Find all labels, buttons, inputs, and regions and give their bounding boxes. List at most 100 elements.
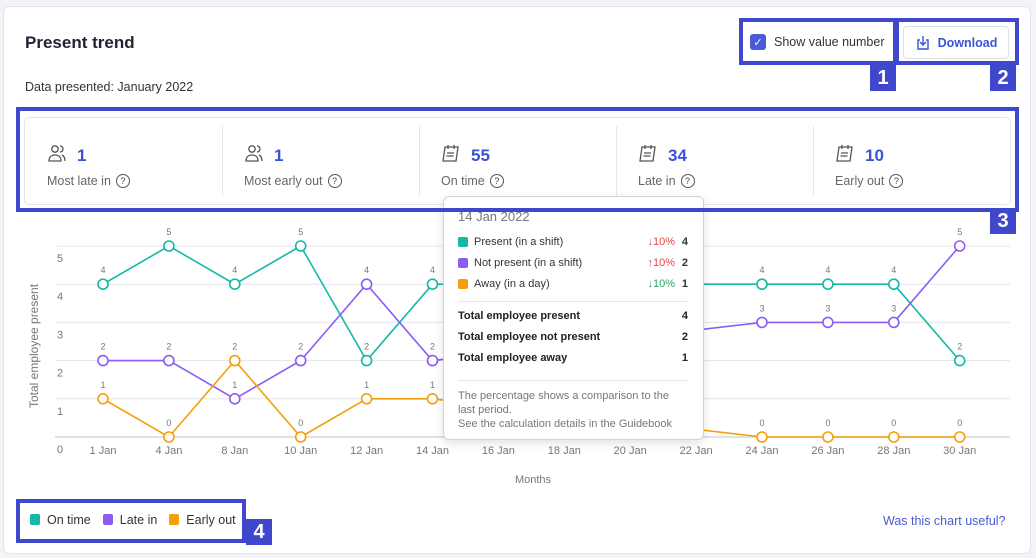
tooltip-row-change: ↓10% — [647, 277, 675, 290]
annotation-box-3 — [16, 107, 1019, 212]
series-line-early-out — [102, 359, 960, 439]
divider — [458, 301, 688, 302]
download-label: Download — [937, 35, 998, 50]
x-tick-label: 18 Jan — [548, 445, 581, 457]
y-tick-label: 3 — [57, 329, 63, 341]
tooltip-total-label: Total employee not present — [458, 331, 601, 343]
tooltip-row: Not present (in a shift) ↑10% 2 — [458, 252, 688, 273]
stat-label: Most early out — [244, 174, 323, 188]
data-point — [229, 392, 241, 405]
data-point — [756, 278, 768, 291]
legend-item[interactable]: Early out — [169, 513, 236, 527]
data-label: 1 — [430, 380, 435, 390]
page-title: Present trend — [25, 33, 135, 52]
stat-value: 34 — [668, 145, 687, 165]
help-icon[interactable]: ? — [889, 174, 904, 188]
x-tick-label: 28 Jan — [877, 445, 910, 457]
data-label: 2 — [100, 342, 105, 352]
data-point — [822, 431, 834, 443]
stat-value: 55 — [471, 145, 490, 165]
tooltip-row-label: Away (in a day) — [474, 277, 550, 290]
data-period: Data presented: January 2022 — [25, 80, 194, 94]
y-tick-label: 2 — [57, 368, 63, 380]
data-point — [360, 278, 373, 291]
data-point — [953, 354, 966, 367]
annotation-box-1 — [739, 18, 897, 65]
data-label: 0 — [759, 418, 764, 428]
data-point — [953, 431, 966, 443]
tooltip-row: Away (in a day) ↓10% 1 — [458, 273, 688, 294]
tooltip-total-value: 2 — [681, 331, 688, 343]
legend-label: Late in — [119, 513, 158, 527]
y-tick-label: 0 — [57, 444, 63, 456]
y-tick-label: 4 — [57, 291, 63, 303]
x-tick-label: 10 Jan — [284, 445, 317, 457]
annotation-label-2: 2 — [990, 65, 1016, 91]
chart-feedback-link[interactable]: Was this chart useful? — [883, 514, 1006, 528]
data-label: 0 — [298, 418, 303, 428]
users-icon — [244, 143, 264, 168]
help-icon[interactable]: ? — [680, 174, 695, 188]
download-button[interactable]: Download — [903, 26, 1009, 59]
legend-item[interactable]: Late in — [102, 513, 158, 527]
series-swatch — [458, 236, 468, 247]
legend-item[interactable]: On time — [30, 513, 91, 527]
show-value-label: Show value number — [774, 35, 885, 49]
data-point — [822, 278, 834, 291]
checkbox-checked-icon[interactable]: ✓ — [750, 34, 766, 50]
stat-value: 1 — [77, 145, 87, 165]
x-tick-label: 16 Jan — [482, 445, 515, 457]
data-label: 3 — [825, 303, 830, 313]
data-label: 4 — [364, 265, 369, 275]
stat-late-in: 34 Late in? — [616, 118, 813, 204]
show-value-checkbox[interactable]: ✓ Show value number — [750, 34, 884, 50]
help-icon[interactable]: ? — [489, 174, 504, 188]
x-tick-label: 20 Jan — [614, 445, 647, 457]
tooltip-row-label: Present (in a shift) — [474, 235, 564, 248]
data-point — [756, 431, 768, 443]
data-point — [426, 392, 439, 405]
x-tick-label: 22 Jan — [680, 445, 713, 457]
data-point — [97, 354, 109, 367]
tooltip-guidebook-note: See the calculation details in the Guide… — [458, 418, 673, 430]
y-axis-label: Total employee present — [27, 283, 41, 408]
stat-label: On time — [441, 174, 485, 188]
series-line-late-in — [103, 245, 961, 400]
stat-on-time: 55 On time? — [419, 118, 616, 204]
data-point — [887, 278, 900, 291]
data-point — [953, 240, 966, 252]
help-icon[interactable]: ? — [115, 174, 130, 188]
stat-label: Late in — [638, 174, 676, 188]
data-label: 1 — [100, 380, 105, 390]
tooltip-note: The percentage shows a comparison to the… — [458, 390, 669, 416]
x-tick-label: 4 Jan — [155, 445, 182, 457]
x-tick-label: 26 Jan — [811, 445, 844, 457]
tooltip-total-label: Total employee away — [458, 352, 568, 364]
data-point — [97, 392, 109, 405]
data-label: 5 — [166, 227, 171, 237]
data-point — [294, 354, 307, 367]
data-label: 4 — [100, 265, 105, 275]
tooltip-total-value: 1 — [681, 352, 688, 364]
data-point — [756, 316, 768, 329]
tooltip-row-value: 1 — [681, 277, 688, 290]
y-tick-label: 1 — [57, 406, 63, 418]
annotation-box-2 — [895, 18, 1019, 65]
data-label: 2 — [430, 342, 435, 352]
y-tick-label: 5 — [57, 253, 63, 265]
data-label: 2 — [166, 342, 171, 352]
users-icon — [47, 143, 67, 168]
x-axis-label: Months — [515, 474, 552, 486]
stat-most-early-out: 1 Most early out? — [222, 118, 419, 204]
series-swatch — [458, 257, 468, 268]
data-point — [229, 354, 241, 367]
data-label: 2 — [364, 342, 369, 352]
stat-value: 10 — [865, 145, 884, 165]
data-label: 2 — [232, 342, 237, 352]
series-swatch — [458, 278, 468, 289]
calendar-icon — [638, 143, 658, 168]
legend-swatch — [30, 514, 40, 525]
data-point — [97, 278, 109, 291]
help-icon[interactable]: ? — [327, 174, 342, 188]
